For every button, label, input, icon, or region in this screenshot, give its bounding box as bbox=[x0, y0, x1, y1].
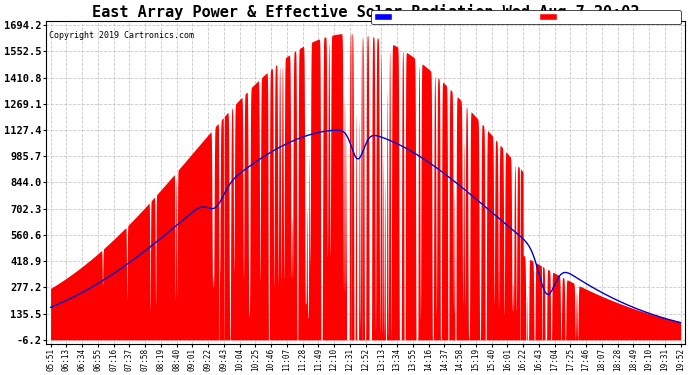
Text: Copyright 2019 Cartronics.com: Copyright 2019 Cartronics.com bbox=[49, 31, 194, 40]
Title: East Array Power & Effective Solar Radiation Wed Aug 7 20:03: East Array Power & Effective Solar Radia… bbox=[92, 4, 640, 20]
Legend: Radiation (Effective w/m2), East Array  (DC Watts): Radiation (Effective w/m2), East Array (… bbox=[371, 10, 681, 24]
